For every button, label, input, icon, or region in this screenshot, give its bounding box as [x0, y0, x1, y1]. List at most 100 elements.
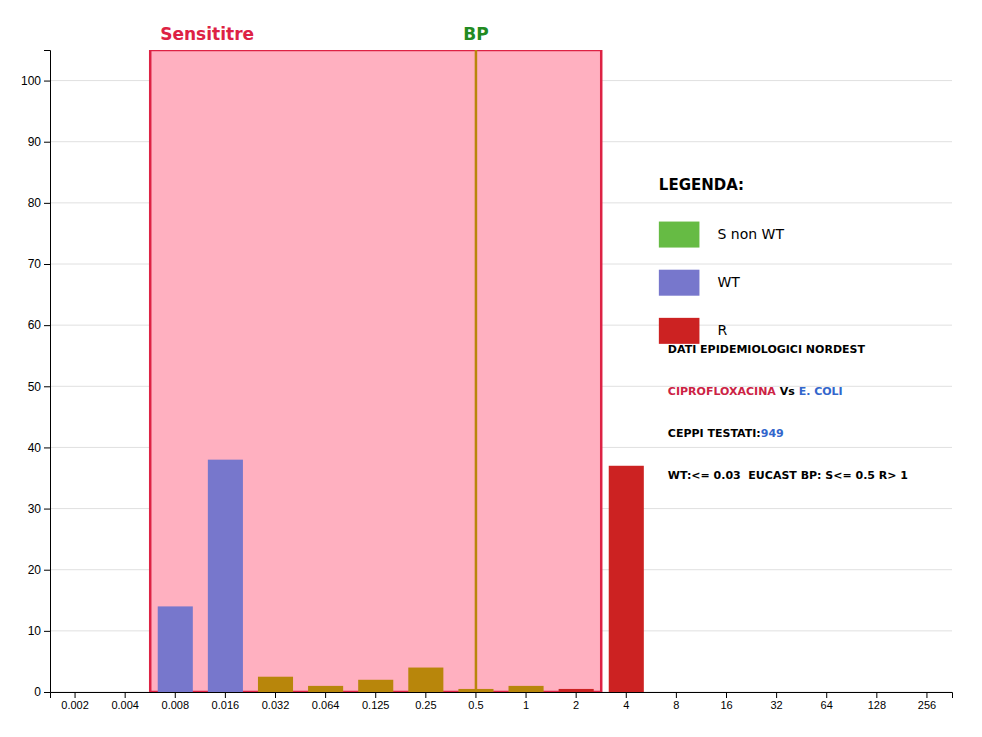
tick: 40 — [28, 441, 50, 455]
info-text: WT:<= 0.03 EUCAST BP: S<= 0.5 R> 1 — [668, 469, 908, 482]
tick-label: 1 — [523, 699, 529, 711]
tick: 128 — [868, 692, 886, 711]
bar — [408, 668, 443, 692]
bar — [859, 692, 894, 693]
tick-mark — [576, 692, 577, 698]
tick-mark — [44, 631, 50, 632]
tick: 0.002 — [61, 692, 89, 711]
chart-svg: 01020304050607080901000.0020.0040.0080.0… — [0, 0, 982, 737]
info-text: E. COLI — [799, 385, 843, 398]
bar — [358, 680, 393, 692]
tick: 0.5 — [468, 692, 483, 711]
tick-mark — [275, 692, 276, 698]
tick-mark — [776, 692, 777, 698]
tick-mark — [44, 692, 50, 693]
tick-label: 100 — [21, 74, 41, 88]
info-text: 949 — [761, 427, 784, 440]
info-text: CEPPI TESTATI: — [668, 427, 761, 440]
plot-area: 01020304050607080901000.0020.0040.0080.0… — [21, 24, 953, 711]
legend-label: WT — [717, 274, 740, 290]
tick: 30 — [28, 502, 50, 516]
tick-mark — [876, 692, 877, 698]
tick-label: 80 — [28, 196, 42, 210]
bar — [258, 677, 293, 692]
tick: 50 — [28, 380, 50, 394]
y-axis: 0 10 20 30 40 50 60 70 80 90 100 — [21, 51, 51, 700]
tick-mark — [44, 142, 50, 143]
tick-label: 50 — [28, 380, 42, 394]
tick: 0.25 — [415, 692, 436, 711]
tick-mark — [626, 692, 627, 698]
tick: 90 — [28, 135, 50, 149]
tick-mark — [44, 509, 50, 510]
tick-mark — [726, 692, 727, 698]
tick-mark — [44, 570, 50, 571]
tick-mark — [44, 386, 50, 387]
bar — [609, 466, 644, 692]
tick-mark — [826, 692, 827, 698]
tick-label: 10 — [28, 624, 42, 638]
tick-mark — [175, 692, 176, 698]
bar — [709, 692, 744, 693]
breakpoint-line — [475, 50, 478, 692]
info-line: WT:<= 0.03 EUCAST BP: S<= 0.5 R> 1 — [668, 469, 908, 482]
tick-label: 0.25 — [415, 699, 436, 711]
tick-label: 256 — [918, 699, 936, 711]
tick-mark — [676, 692, 677, 698]
bar — [208, 460, 243, 692]
tick-mark — [375, 692, 376, 698]
tick-mark — [44, 447, 50, 448]
tick: 256 — [918, 692, 936, 711]
tick: 8 — [673, 692, 679, 711]
tick-mark — [926, 692, 927, 698]
tick-label: 32 — [770, 699, 782, 711]
bar — [659, 692, 694, 693]
tick: 60 — [28, 318, 50, 332]
bar — [308, 686, 343, 692]
tick: 0.016 — [212, 692, 240, 711]
info-line: CEPPI TESTATI:949 — [668, 427, 784, 440]
legend-label: S non WT — [717, 226, 784, 242]
tick-label: 8 — [673, 699, 679, 711]
bar — [759, 692, 794, 693]
tick-label: 2 — [573, 699, 579, 711]
axis-domain — [51, 693, 953, 699]
tick: 4 — [623, 692, 629, 711]
tick-mark — [44, 203, 50, 204]
tick: 0.064 — [312, 692, 340, 711]
tick-label: 0.016 — [212, 699, 240, 711]
bar — [108, 692, 143, 693]
tick-label: 0.032 — [262, 699, 290, 711]
legend-label: R — [717, 322, 727, 338]
tick: 0 — [34, 685, 50, 699]
info-text: Vs — [776, 385, 799, 398]
tick: 0.125 — [362, 692, 390, 711]
legend: LEGENDA:S non WTWTR — [659, 176, 785, 344]
tick: 80 — [28, 196, 50, 210]
tick-mark — [475, 692, 476, 698]
legend-swatch — [659, 318, 700, 344]
tick-label: 90 — [28, 135, 42, 149]
tick-label: 70 — [28, 257, 42, 271]
bar — [158, 606, 193, 692]
tick-label: 128 — [868, 699, 886, 711]
info-text: DATI EPIDEMIOLOGICI NORDEST — [668, 343, 866, 356]
info-line: CIPROFLOXACINA Vs E. COLI — [668, 385, 843, 398]
tick: 16 — [720, 692, 732, 711]
tick: 100 — [21, 74, 50, 88]
annotation-label: BP — [463, 24, 488, 44]
info-line: DATI EPIDEMIOLOGICI NORDEST — [668, 343, 866, 356]
tick-label: 40 — [28, 441, 42, 455]
bar — [909, 692, 944, 693]
tick: 70 — [28, 257, 50, 271]
tick-label: 0.064 — [312, 699, 340, 711]
tick: 64 — [821, 692, 833, 711]
tick-label: 0 — [34, 685, 41, 699]
tick-mark — [325, 692, 326, 698]
legend-swatch — [659, 270, 700, 296]
bar — [58, 692, 93, 693]
tick-label: 20 — [28, 563, 42, 577]
tick-mark — [44, 81, 50, 82]
tick: 0.004 — [111, 692, 139, 711]
tick-label: 0.5 — [468, 699, 483, 711]
